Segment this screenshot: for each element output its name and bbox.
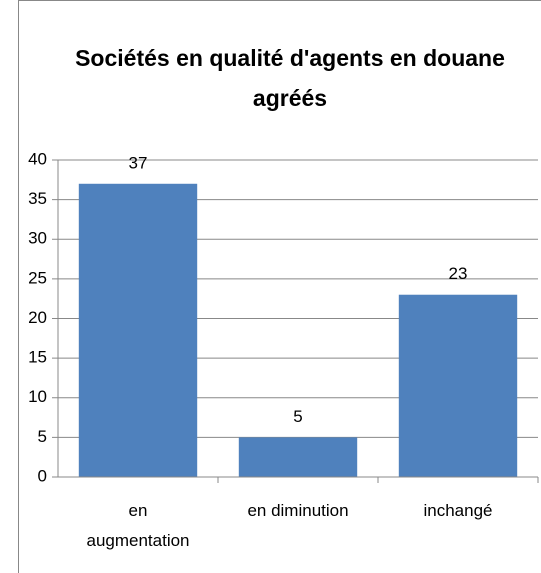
bar <box>238 437 358 477</box>
data-label: 23 <box>449 264 468 283</box>
y-tick-label: 25 <box>28 268 47 287</box>
y-tick-label: 10 <box>28 387 47 406</box>
bar <box>398 294 518 477</box>
y-tick-label: 40 <box>28 149 47 168</box>
bar <box>78 183 198 477</box>
y-tick-label: 35 <box>28 189 47 208</box>
x-tick-label: en diminution <box>247 501 349 520</box>
x-tick-label: inchangé <box>423 501 493 520</box>
chart-title: Sociétés en qualité d'agents en douane a… <box>75 45 505 111</box>
y-tick-label: 30 <box>28 229 47 248</box>
y-tick-label: 0 <box>38 466 47 485</box>
y-tick-label: 15 <box>28 348 47 367</box>
data-label: 5 <box>293 407 302 426</box>
y-tick-label: 5 <box>38 427 47 446</box>
y-tick-label: 20 <box>28 308 47 327</box>
data-label: 37 <box>129 153 148 172</box>
chart-border <box>18 0 541 573</box>
x-tick-label: en augmentation <box>86 501 190 550</box>
